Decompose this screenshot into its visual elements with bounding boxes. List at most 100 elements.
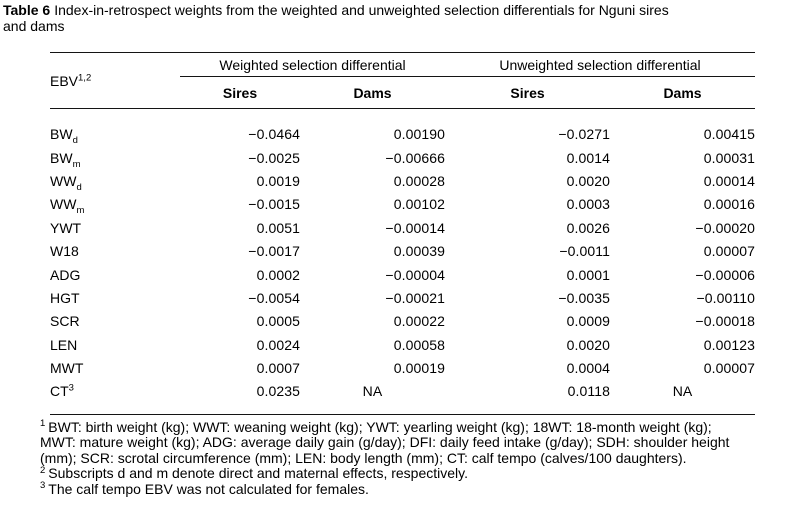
- footnote-1-marker: 1: [40, 418, 46, 430]
- value-cell: 0.00016: [703, 196, 756, 213]
- footnote-3: 3 The calf tempo EBV was not calculated f…: [40, 479, 369, 497]
- footnote-2-marker: 2: [40, 464, 46, 476]
- value-cell: 0.0026: [566, 219, 611, 236]
- spacer-row: [50, 109, 755, 123]
- table-row: YWT 0.0051 −0.00014 0.0026 −0.00020: [50, 216, 755, 239]
- caption-text-2: and dams: [3, 18, 65, 34]
- footnote-1-line-1: 1 BWT: birth weight (kg); WWT: weaning we…: [40, 418, 712, 435]
- caption-line-1: Table 6 Index-in-retrospect weights from …: [3, 2, 803, 18]
- value-cell: 0.00039: [393, 243, 446, 260]
- value-cell: −0.0025: [248, 149, 300, 166]
- table-row: MWT 0.0007 0.00019 0.0004 0.00007: [50, 356, 755, 379]
- row-label: WWm: [50, 196, 85, 217]
- footnote-2: 2 Subscripts d and m denote direct and ma…: [40, 464, 468, 482]
- value-cell: 0.00190: [393, 126, 446, 143]
- row-label: BWd: [50, 126, 78, 146]
- table-row: CT3 0.0235 NA 0.0118 NA: [50, 380, 755, 403]
- value-cell: NA: [672, 383, 693, 400]
- value-cell: 0.0001: [566, 266, 611, 283]
- value-cell: 0.00102: [393, 196, 446, 213]
- value-cell: 0.0235: [256, 383, 300, 400]
- value-cell: 0.00415: [703, 126, 756, 143]
- row-label: YWT: [50, 219, 82, 236]
- value-cell: 0.00058: [393, 336, 446, 353]
- ebv-header-text: EBV: [50, 72, 79, 89]
- value-cell: −0.0015: [248, 196, 300, 213]
- value-cell: 0.00007: [703, 360, 756, 377]
- row-label: MWT: [50, 360, 84, 377]
- value-cell: 0.00022: [393, 313, 446, 330]
- ebv-header: EBV1,2: [50, 52, 180, 109]
- value-cell: −0.00014: [385, 219, 446, 236]
- row-label: SCR: [50, 313, 80, 330]
- value-cell: 0.0007: [256, 360, 300, 377]
- value-cell: NA: [362, 383, 383, 400]
- row-label: HGT: [50, 289, 80, 306]
- group-header-row: EBV1,2 Weighted selection differential U…: [50, 52, 756, 109]
- spacer-row: [50, 403, 755, 414]
- footnote-1-line-2: MWT: mature weight (kg); ADG: average da…: [40, 434, 730, 451]
- caption-label: Table 6: [3, 2, 51, 18]
- value-cell: 0.00123: [703, 336, 756, 353]
- group-header-unweighted: Unweighted selection differential: [445, 52, 756, 77]
- table-row: LEN 0.0024 0.00058 0.0020 0.00123: [50, 333, 755, 356]
- footnote-3-marker: 3: [40, 479, 46, 491]
- value-cell: 0.0051: [256, 219, 300, 236]
- subheader-sires-unweighted: Sires: [445, 76, 611, 109]
- value-cell: −0.00018: [695, 313, 756, 330]
- footnotes: 1 BWT: birth weight (kg); WWT: weaning we…: [40, 418, 802, 497]
- value-cell: 0.0020: [566, 336, 611, 353]
- value-cell: 0.00019: [393, 360, 446, 377]
- row-label: ADG: [50, 266, 81, 283]
- row-label: W18: [50, 243, 79, 260]
- value-cell: −0.0011: [559, 243, 611, 260]
- value-cell: 0.0003: [566, 196, 611, 213]
- table-caption: Table 6 Index-in-retrospect weights from …: [3, 2, 803, 34]
- subheader-dams-unweighted: Dams: [610, 76, 756, 109]
- value-cell: −0.00006: [695, 266, 756, 283]
- value-cell: −0.00110: [696, 289, 756, 306]
- value-cell: 0.0005: [256, 313, 300, 330]
- row-label: WWd: [50, 172, 82, 193]
- table-row: HGT −0.0054 −0.00021 −0.0035 −0.00110: [50, 286, 755, 309]
- table-row: WWd 0.0019 0.00028 0.0020 0.00014: [50, 169, 755, 192]
- value-cell: 0.0002: [256, 266, 300, 283]
- row-label: BWm: [50, 149, 81, 170]
- value-cell: 0.0118: [567, 383, 611, 400]
- row-label: LEN: [50, 336, 78, 353]
- value-cell: 0.00028: [393, 172, 446, 189]
- subheader-sires-weighted: Sires: [180, 76, 300, 109]
- value-cell: 0.0020: [566, 172, 611, 189]
- results-table: EBV1,2 Weighted selection differential U…: [50, 52, 756, 415]
- value-cell: 0.0024: [256, 336, 300, 353]
- value-cell: 0.0014: [566, 149, 611, 166]
- value-cell: −0.00004: [385, 266, 446, 283]
- ebv-header-superscript: 1,2: [78, 71, 92, 83]
- value-cell: −0.0054: [248, 289, 300, 306]
- table-row: W18 −0.0017 0.00039 −0.0011 0.00007: [50, 239, 755, 262]
- table-row: BWd −0.0464 0.00190 −0.0271 0.00415: [50, 123, 755, 146]
- value-cell: −0.00666: [385, 149, 446, 166]
- group-header-weighted: Weighted selection differential: [180, 52, 446, 77]
- value-cell: −0.0271: [558, 126, 611, 143]
- value-cell: 0.0019: [256, 172, 300, 189]
- value-cell: 0.0009: [566, 313, 611, 330]
- table-row: ADG 0.0002 −0.00004 0.0001 −0.00006: [50, 263, 755, 286]
- value-cell: −0.0017: [248, 243, 300, 260]
- value-cell: −0.00021: [385, 289, 446, 306]
- caption-text-1: Index-in-retrospect weights from the wei…: [54, 2, 669, 18]
- subheader-row: Sires Dams Sires Dams: [50, 76, 756, 109]
- subheader-dams-weighted: Dams: [300, 76, 446, 109]
- footnote-1-line-3: (mm); SCR: scrotal circumference (mm); L…: [40, 449, 687, 466]
- value-cell: 0.00014: [703, 172, 756, 189]
- table-row: WWm −0.0015 0.00102 0.0003 0.00016: [50, 193, 755, 216]
- value-cell: −0.0464: [248, 126, 300, 143]
- table-row: BWm −0.0025 −0.00666 0.0014 0.00031: [50, 146, 755, 169]
- row-label: CT3: [50, 382, 74, 400]
- value-cell: 0.0004: [566, 360, 611, 377]
- value-cell: −0.0035: [558, 289, 611, 306]
- value-cell: −0.00020: [695, 219, 756, 236]
- value-cell: 0.00031: [703, 149, 756, 166]
- value-cell: 0.00007: [703, 243, 756, 260]
